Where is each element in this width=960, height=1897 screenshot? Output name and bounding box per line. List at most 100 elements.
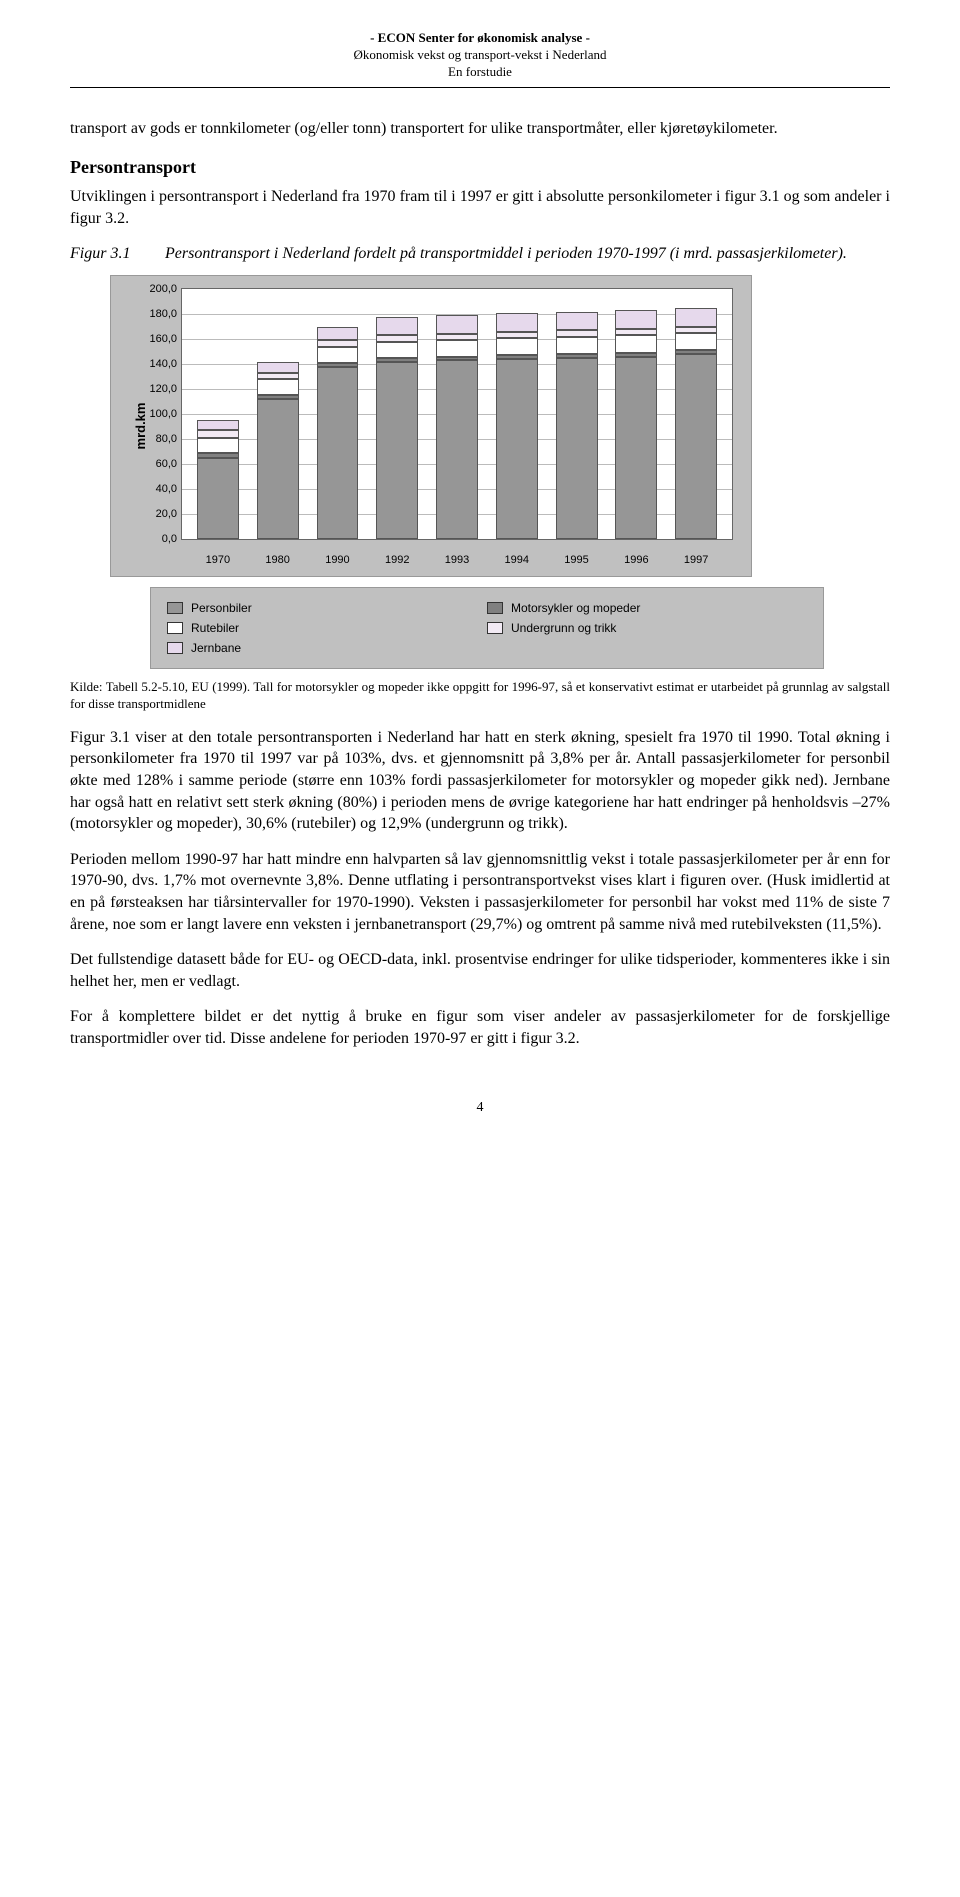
legend-row: Jernbane [167,638,807,658]
bar-stack [257,362,299,540]
bar-column [487,289,547,539]
header-title: Økonomisk vekst og transport-vekst i Ned… [70,47,890,64]
bar-stack [615,310,657,539]
legend-label: Undergrunn og trikk [511,621,616,635]
x-tick-label: 1970 [206,554,230,566]
bar-segment [675,308,717,327]
legend-item: Personbiler [167,601,487,615]
bar-column [547,289,607,539]
x-tick-label: 1993 [445,554,469,566]
chart-legend: Personbiler Motorsykler og mopeder Rutebil… [150,587,824,669]
bar-column [666,289,726,539]
legend-swatch [167,602,183,614]
bars-group [182,289,732,539]
bar-segment [615,310,657,329]
bar-segment [556,358,598,539]
y-tick-label: 40,0 [139,483,177,495]
page-number: 4 [70,1100,890,1116]
figure-caption: Figur 3.1 Persontransport i Nederland fo… [70,243,890,265]
legend-swatch [167,622,183,634]
paragraph: For å komplettere bildet er det nyttig å… [70,1006,890,1049]
legend-label: Jernbane [191,641,241,655]
y-tick-label: 20,0 [139,508,177,520]
legend-item [487,641,807,655]
legend-swatch [487,622,503,634]
legend-row: Rutebiler Undergrunn og trikk [167,618,807,638]
bar-segment [197,438,239,453]
paragraph: transport av gods er tonnkilometer (og/e… [70,118,890,140]
legend-item: Jernbane [167,641,487,655]
bar-stack [675,308,717,539]
header-source: - ECON Senter for økonomisk analyse - [70,30,890,47]
bar-segment [615,357,657,540]
bar-segment [317,327,359,341]
x-tick-label: 1994 [505,554,529,566]
bar-segment [675,354,717,539]
header-rule [70,87,890,88]
bar-stack [496,313,538,539]
stacked-bar-chart: mrd.km 0,020,040,060,080,0100,0120,0140,… [110,275,752,577]
bar-segment [376,342,418,358]
legend-row: Personbiler Motorsykler og mopeder [167,598,807,618]
y-tick-label: 140,0 [139,358,177,370]
y-tick-label: 200,0 [139,283,177,295]
bar-stack [436,315,478,539]
bar-column [308,289,368,539]
bar-stack [376,317,418,540]
legend-item: Motorsykler og mopeder [487,601,807,615]
bar-stack [197,420,239,539]
x-tick-label: 1996 [624,554,648,566]
chart-container: mrd.km 0,020,040,060,080,0100,0120,0140,… [110,275,890,669]
bar-column [606,289,666,539]
y-tick-label: 160,0 [139,333,177,345]
y-tick-label: 120,0 [139,383,177,395]
bar-segment [556,312,598,331]
bar-segment [496,338,538,356]
x-tick-label: 1980 [265,554,289,566]
legend-label: Motorsykler og mopeder [511,601,640,615]
paragraph: Perioden mellom 1990-97 har hatt mindre … [70,849,890,935]
legend-item: Undergrunn og trikk [487,621,807,635]
x-tick-label: 1995 [564,554,588,566]
bar-segment [257,362,299,373]
plot-area [181,288,733,540]
legend-label: Personbiler [191,601,252,615]
bar-segment [436,315,478,334]
bar-column [188,289,248,539]
bar-segment [197,420,239,430]
legend-swatch [487,602,503,614]
bar-segment [317,347,359,363]
bar-segment [376,317,418,336]
bar-column [248,289,308,539]
y-tick-label: 100,0 [139,408,177,420]
header-subtitle: En forstudie [70,64,890,81]
source-label: Kilde: [70,679,103,694]
section-heading: Persontransport [70,157,890,178]
figure-caption-text: Persontransport i Nederland fordelt på t… [165,243,890,265]
y-tick-label: 60,0 [139,458,177,470]
bar-segment [257,399,299,539]
page-header: - ECON Senter for økonomisk analyse - Øk… [70,30,890,81]
paragraph: Det fullstendige datasett både for EU- o… [70,949,890,992]
bar-stack [556,312,598,540]
figure-label: Figur 3.1 [70,243,165,265]
bar-segment [436,340,478,356]
x-tick-label: 1992 [385,554,409,566]
bar-segment [496,313,538,332]
bar-segment [556,337,598,355]
bar-segment [376,362,418,540]
legend-label: Rutebiler [191,621,239,635]
bar-segment [197,430,239,438]
figure-source: Kilde: Tabell 5.2-5.10, EU (1999). Tall … [70,679,890,713]
bar-segment [675,333,717,351]
legend-item: Rutebiler [167,621,487,635]
y-tick-label: 0,0 [139,533,177,545]
bar-segment [257,379,299,395]
source-text: Tabell 5.2-5.10, EU (1999). Tall for mot… [70,679,890,711]
bar-stack [317,327,359,540]
bar-segment [496,359,538,539]
bar-segment [197,458,239,539]
y-tick-label: 180,0 [139,308,177,320]
bar-segment [436,360,478,539]
bar-segment [317,367,359,540]
